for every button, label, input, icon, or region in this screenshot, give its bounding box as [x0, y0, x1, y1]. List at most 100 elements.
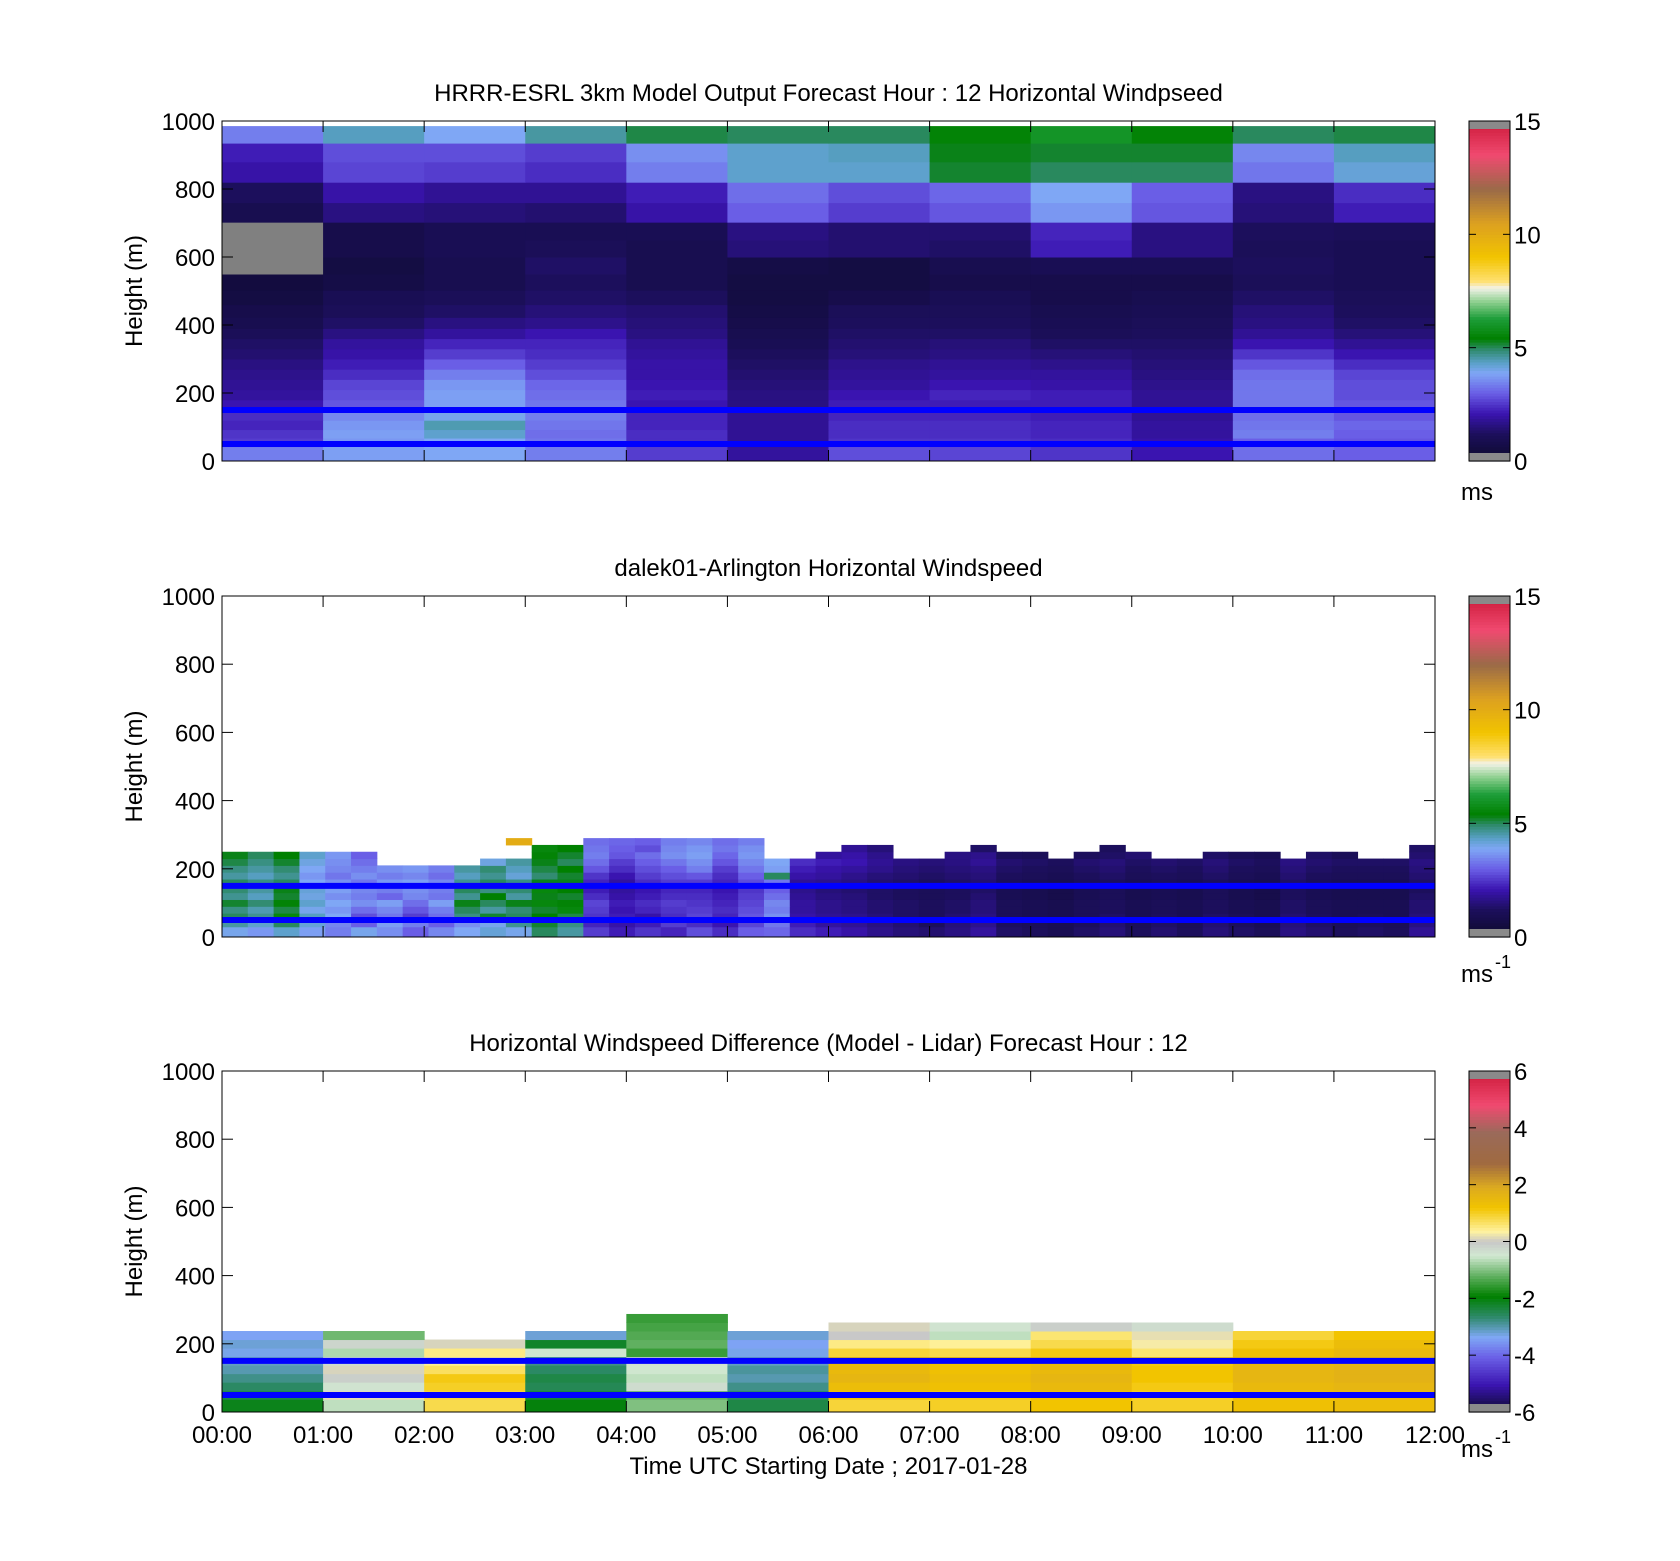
colorbar-swatch	[1469, 203, 1510, 207]
heatmap-cell	[828, 389, 931, 401]
heatmap-cell	[505, 858, 533, 866]
heatmap-cell	[609, 892, 636, 900]
heatmap-cell	[634, 879, 662, 887]
colorbar-swatch	[1469, 735, 1510, 739]
heatmap-cell	[1409, 858, 1436, 866]
colorbar-swatch	[1469, 797, 1510, 802]
heatmap-cell	[402, 885, 429, 894]
heatmap-cell	[1073, 865, 1100, 873]
colorbar-swatch	[1469, 760, 1510, 765]
heatmap-cell	[1131, 359, 1234, 370]
heatmap-cell	[867, 885, 894, 894]
colorbar-swatch	[1469, 1082, 1510, 1086]
colorbar-swatch	[1469, 647, 1510, 651]
colorbar-swatch	[1469, 135, 1510, 139]
heatmap-cell	[1176, 879, 1204, 887]
heatmap-cell	[841, 906, 868, 914]
heatmap-cell	[222, 274, 324, 291]
colorbar-swatch	[1469, 667, 1510, 671]
heatmap-cell	[828, 240, 931, 258]
colorbar-cap	[1469, 453, 1510, 461]
colorbar-swatch	[1469, 421, 1510, 425]
heatmap-cell	[1030, 359, 1133, 370]
heatmap-cell	[325, 879, 352, 887]
colorbar-swatch	[1469, 347, 1510, 352]
heatmap-cell	[970, 865, 997, 873]
heatmap-cell	[1125, 919, 1152, 928]
heatmap-cell	[841, 885, 868, 894]
heatmap-cell	[970, 872, 997, 880]
y-tick-label: 400	[175, 1264, 215, 1291]
heatmap-cell	[1305, 926, 1333, 938]
heatmap-cell	[299, 865, 326, 873]
heatmap-cell	[1409, 926, 1436, 938]
colorbar-swatch	[1469, 313, 1510, 318]
heatmap-cell	[929, 446, 1032, 462]
heatmap-cell	[1022, 913, 1049, 921]
heatmap-cell	[996, 906, 1023, 914]
y-tick-label: 1000	[162, 584, 215, 611]
heatmap-cell	[841, 872, 868, 880]
colorbar-cap	[1469, 929, 1510, 937]
heatmap-cell	[867, 858, 894, 866]
heatmap-cell	[222, 926, 249, 938]
heatmap-cell	[525, 290, 627, 306]
heatmap-cell	[763, 858, 791, 866]
y-tick-label: 400	[175, 789, 215, 816]
colorbar-swatch	[1469, 285, 1510, 289]
heatmap-cell	[1030, 161, 1133, 183]
heatmap-cell	[660, 851, 688, 860]
colorbar-swatch	[1469, 166, 1510, 170]
colorbar-swatch	[1469, 259, 1510, 264]
colorbar-swatch	[1469, 1136, 1510, 1140]
heatmap-cell	[660, 858, 688, 866]
heatmap-cell	[1125, 926, 1152, 938]
colorbar-swatch	[1469, 684, 1510, 688]
heatmap-cell	[222, 257, 324, 275]
heatmap-cell	[505, 865, 533, 873]
heatmap-cell	[929, 338, 1032, 350]
heatmap-cell	[1357, 858, 1384, 866]
colorbar-swatch	[1469, 780, 1510, 785]
colorbar-swatch	[1469, 664, 1510, 668]
heatmap-cell	[1333, 399, 1436, 411]
heatmap-cell	[828, 379, 931, 391]
heatmap-cell	[727, 328, 829, 340]
heatmap-cell	[1131, 1365, 1234, 1375]
colorbar-swatch	[1469, 644, 1510, 648]
colorbar-swatch	[1469, 1102, 1510, 1106]
heatmap-cell	[1022, 858, 1049, 866]
heatmap-cell	[727, 202, 829, 223]
colorbar-swatch	[1469, 1318, 1510, 1322]
heatmap-cell	[841, 851, 868, 860]
colorbar-swatch	[1469, 248, 1510, 252]
heatmap-cell	[428, 919, 455, 928]
colorbar-swatch	[1469, 655, 1510, 660]
heatmap-cell	[626, 446, 728, 462]
heatmap-cell	[1254, 892, 1281, 900]
heatmap-cell	[763, 885, 791, 894]
colorbar-swatch	[1469, 220, 1510, 224]
heatmap-cell	[222, 240, 324, 258]
heatmap-cell	[424, 379, 526, 391]
heatmap-cell	[402, 872, 429, 880]
heatmap-cell	[222, 446, 324, 462]
heatmap-cell	[815, 892, 842, 900]
y-tick-label: 600	[175, 1195, 215, 1222]
x-tick-label: 09:00	[1102, 1422, 1162, 1449]
heatmap-cell	[634, 899, 662, 907]
heatmap-cell	[424, 161, 526, 183]
heatmap-cell	[1073, 906, 1100, 914]
heatmap-cell	[531, 926, 559, 938]
heatmap-cell	[1202, 892, 1230, 900]
heatmap-cell	[996, 892, 1023, 900]
heatmap-cell	[1254, 872, 1281, 880]
colorbar-swatch	[1469, 641, 1510, 645]
heatmap-cell	[1099, 879, 1126, 887]
heatmap-cell	[325, 899, 352, 907]
heatmap-cell	[1409, 913, 1436, 921]
heatmap-cell	[428, 865, 455, 873]
heatmap-cell	[1331, 885, 1359, 894]
heatmap-cell	[299, 885, 326, 894]
heatmap-cell	[970, 885, 997, 894]
